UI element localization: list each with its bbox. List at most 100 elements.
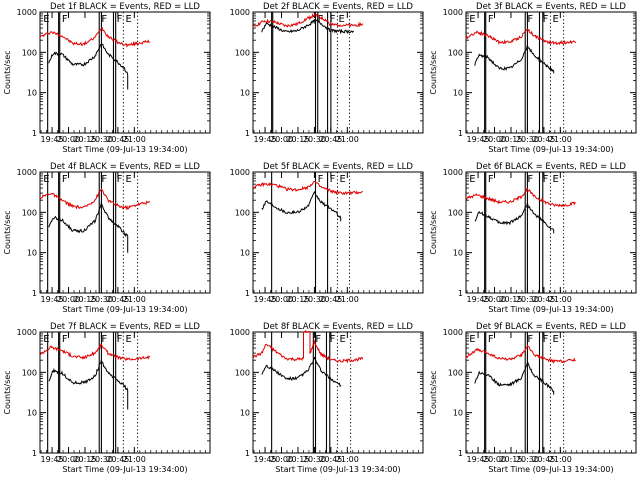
flag-label: F (117, 14, 123, 25)
x-axis-label: Start Time (09-Jul-13 19:34:00) (62, 145, 187, 154)
y-tick-label: 1000 (17, 168, 37, 177)
panel-title: Det 4f BLACK = Events, RED = LLD (50, 162, 200, 172)
detector-panel-8: Det 8f BLACK = Events, RED = LLD 1 10 100 10… (230, 322, 424, 474)
y-tick-label: 10 (27, 89, 37, 98)
y-tick-label: 100 (22, 368, 37, 377)
y-tick-label: 100 (235, 208, 250, 217)
plot-frame (465, 171, 637, 294)
events-series-line (261, 19, 354, 35)
events-series-line (261, 356, 342, 388)
x-tick-label: 21:00 (336, 455, 359, 464)
x-tick-label: 20:30 (303, 295, 326, 304)
lld-series-line (465, 344, 576, 364)
panel-title: Det 6f BLACK = Events, RED = LLD (476, 162, 626, 172)
panel-title: Det 2f BLACK = Events, RED = LLD (263, 2, 413, 12)
flag-label: E (469, 334, 475, 345)
plot-frame (39, 331, 211, 454)
x-tick-label: 20:00 (270, 455, 293, 464)
events-series-line (48, 358, 129, 410)
x-tick-label: 19:45 (41, 135, 64, 144)
panel-title: Det 9f BLACK = Events, RED = LLD (476, 322, 626, 332)
x-tick-label: 20:30 (90, 295, 113, 304)
y-tick-label: 10 (240, 409, 250, 418)
flag-label: F (117, 334, 123, 345)
x-tick-label: 20:30 (516, 135, 539, 144)
panel-title: Det 5f BLACK = Events, RED = LLD (263, 162, 413, 172)
y-tick-label: 10 (453, 89, 463, 98)
y-axis-label: Counts/sec (429, 370, 438, 414)
y-tick-label: 1000 (17, 328, 37, 337)
x-tick-label: 20:30 (90, 455, 113, 464)
flag-label: E (43, 14, 49, 25)
y-axis-label: Counts/sec (3, 210, 12, 254)
y-tick-label: 1 (245, 449, 250, 458)
x-tick-label: 19:45 (467, 295, 490, 304)
y-tick-label: 10 (453, 249, 463, 258)
y-tick-label: 1 (32, 449, 37, 458)
flag-label: F (62, 334, 68, 345)
y-tick-label: 1 (32, 129, 37, 138)
x-tick-label: 20:30 (516, 455, 539, 464)
panel-title: Det 3f BLACK = Events, RED = LLD (476, 2, 626, 12)
flag-label: F (330, 14, 336, 25)
x-tick-label: 21:00 (123, 135, 146, 144)
x-tick-label: 20:15 (286, 455, 309, 464)
flag-label: F (488, 14, 494, 25)
plot-frame (465, 11, 637, 134)
detector-panel-5: Det 5f BLACK = Events, RED = LLD 1 10 100 10… (230, 162, 424, 304)
detector-panel-4: Det 4f BLACK = Events, RED = LLD 1 10 100 10… (3, 162, 211, 314)
detector-panel-1: Det 1f BLACK = Events, RED = LLD 1 10 100 10… (3, 2, 211, 154)
flag-label: F (101, 334, 107, 345)
x-tick-label: 20:45 (532, 135, 555, 144)
events-series-line (48, 43, 129, 90)
x-tick-label: 20:30 (516, 295, 539, 304)
y-axis-label: Counts/sec (3, 370, 12, 414)
events-series-line (48, 200, 129, 253)
x-tick-label: 19:45 (254, 135, 277, 144)
lld-series-line (252, 13, 364, 28)
x-tick-label: 21:00 (123, 295, 146, 304)
y-tick-label: 1000 (443, 168, 463, 177)
y-tick-label: 100 (448, 368, 463, 377)
x-tick-label: 19:45 (254, 295, 277, 304)
y-tick-label: 100 (235, 368, 250, 377)
flag-label: F (318, 14, 324, 25)
lld-series-line (39, 188, 151, 211)
flag-label: E (43, 174, 49, 185)
detector-panel-9: Det 9f BLACK = Events, RED = LLD 1 10 100 10… (429, 322, 637, 474)
y-axis-label: Counts/sec (3, 50, 12, 94)
x-tick-label: 20:15 (73, 135, 96, 144)
plot-frame (252, 331, 424, 454)
x-tick-label: 19:45 (41, 295, 64, 304)
y-tick-label: 10 (240, 89, 250, 98)
flag-label: F (101, 14, 107, 25)
plot-frame (252, 11, 424, 134)
y-tick-label: 1000 (230, 328, 250, 337)
lld-series-line (252, 180, 363, 196)
flag-label: F (543, 14, 549, 25)
lld-series-line (465, 187, 576, 208)
flag-label: E (338, 14, 344, 25)
x-axis-label: Start Time (09-Jul-13 19:34:00) (62, 465, 187, 474)
x-tick-label: 20:45 (319, 295, 342, 304)
x-tick-label: 20:45 (319, 135, 342, 144)
x-tick-label: 20:45 (319, 455, 342, 464)
lld-series-line (39, 343, 151, 362)
flag-label: F (330, 334, 336, 345)
lld-series-line (39, 26, 150, 48)
x-tick-label: 20:00 (270, 295, 293, 304)
x-axis-label: Start Time (09-Jul-13 19:34:00) (488, 305, 613, 314)
detector-panel-3: Det 3f BLACK = Events, RED = LLD 1 10 100 10… (429, 2, 637, 154)
x-tick-label: 19:45 (467, 135, 490, 144)
x-tick-label: 20:00 (57, 455, 80, 464)
y-tick-label: 10 (453, 409, 463, 418)
x-tick-label: 21:00 (549, 295, 572, 304)
flag-label: F (330, 174, 336, 185)
plot-frame (39, 11, 211, 134)
events-series-line (474, 44, 555, 74)
x-tick-label: 20:45 (106, 135, 129, 144)
detector-panel-2: Det 2f BLACK = Events, RED = LLD 1 10 100 10… (230, 2, 424, 144)
x-tick-label: 20:30 (303, 455, 326, 464)
flag-label: E (125, 14, 131, 25)
flag-label: E (43, 334, 49, 345)
